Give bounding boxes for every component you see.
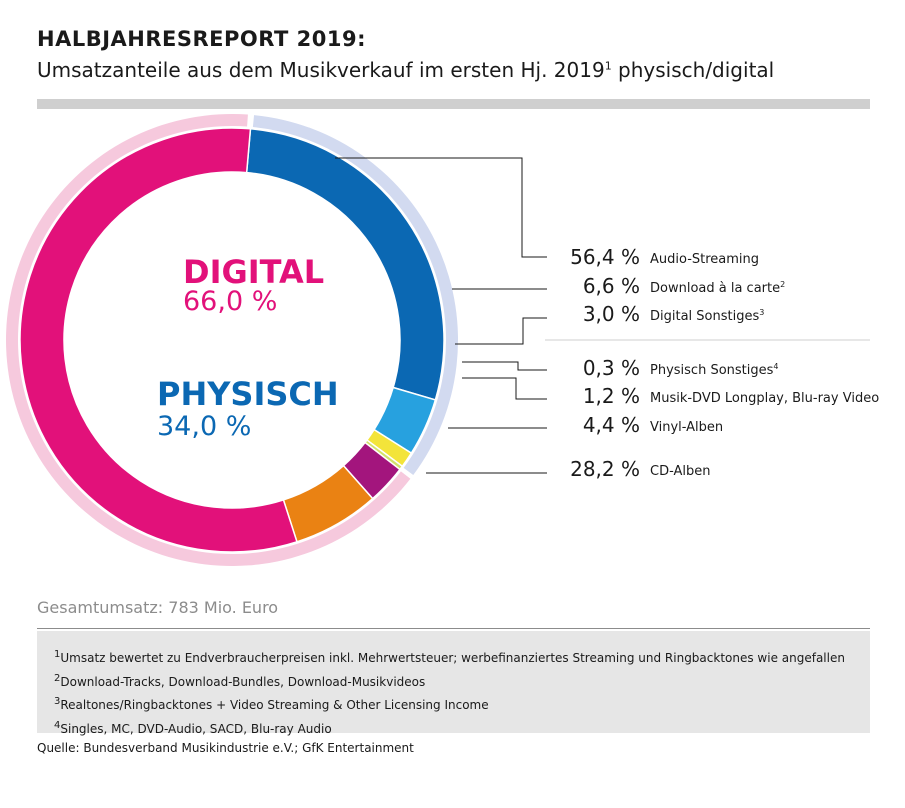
legend-value-musik-dvd-longplay-blu-ray-video: 1,2 % [583,384,640,408]
group-rings [5,114,459,567]
group-name-physisch: PHYSISCH [157,375,339,413]
leader-lines [335,157,547,474]
legend-label-vinyl-alben: Vinyl-Alben [650,420,723,435]
legend-label-cd-alben: CD-Alben [650,464,711,479]
subtitle-text: Umsatzanteile aus dem Musikverkauf im er… [37,58,605,82]
legend-value-vinyl-alben: 4,4 % [583,413,640,437]
donut-chart: 56,4 % Audio-Streaming 6,6 % Download à la … [5,114,879,567]
legend-label-download-la-carte: Download à la carte2 [650,280,785,296]
legend: 56,4 % Audio-Streaming 6,6 % Download à la … [570,245,879,481]
leader-line-audio-streaming [335,157,547,258]
ring-physisch [252,115,459,475]
report-subtitle: Umsatzanteile aus dem Musikverkauf im er… [37,58,774,82]
slice-audio-streaming [19,127,298,553]
subtitle-footnote-mark: 1 [604,59,612,73]
footnotes-box: 1Umsatz bewertet zu Endverbraucherpreise… [37,631,870,736]
leader-line-musik-dvd-longplay-blu-ray-video [462,377,547,400]
slices [19,127,445,553]
title-separator [37,99,870,109]
leader-line-physisch-sonstiges [462,361,547,371]
legend-value-physisch-sonstiges: 0,3 % [583,356,640,380]
legend-label-audio-streaming: Audio-Streaming [650,252,759,267]
source-note: Quelle: Bundesverband Musikindustrie e.V… [37,741,414,755]
legend-label-musik-dvd-longplay-blu-ray-video: Musik-DVD Longplay, Blu-ray Video [650,391,879,406]
legend-value-audio-streaming: 56,4 % [570,245,640,269]
leader-line-digital-sonstiges [455,317,547,345]
notes-separator [37,628,870,629]
footnote-1: 1Umsatz bewertet zu Endverbraucherpreise… [54,649,845,665]
group-value-digital: 66,0 % [183,286,277,317]
legend-label-physisch-sonstiges: Physisch Sonstiges4 [650,362,779,378]
footnote-4: 4Singles, MC, DVD-Audio, SACD, Blu-ray A… [54,719,332,736]
group-value-physisch: 34,0 % [157,411,251,442]
report-title: HALBJAHRESREPORT 2019: [37,27,366,51]
subtitle-tail: physisch/digital [611,58,775,82]
legend-label-digital-sonstiges: Digital Sonstiges3 [650,308,764,324]
group-name-digital: DIGITAL [183,253,324,291]
footnote-2: 2Download-Tracks, Download-Bundles, Down… [54,672,426,689]
legend-value-cd-alben: 28,2 % [570,457,640,481]
legend-value-download-la-carte: 6,6 % [583,274,640,298]
legend-value-digital-sonstiges: 3,0 % [583,302,640,326]
footnote-3: 3Realtones/Ringbacktones + Video Streami… [54,696,489,712]
total-revenue: Gesamtumsatz: 783 Mio. Euro [37,598,279,617]
